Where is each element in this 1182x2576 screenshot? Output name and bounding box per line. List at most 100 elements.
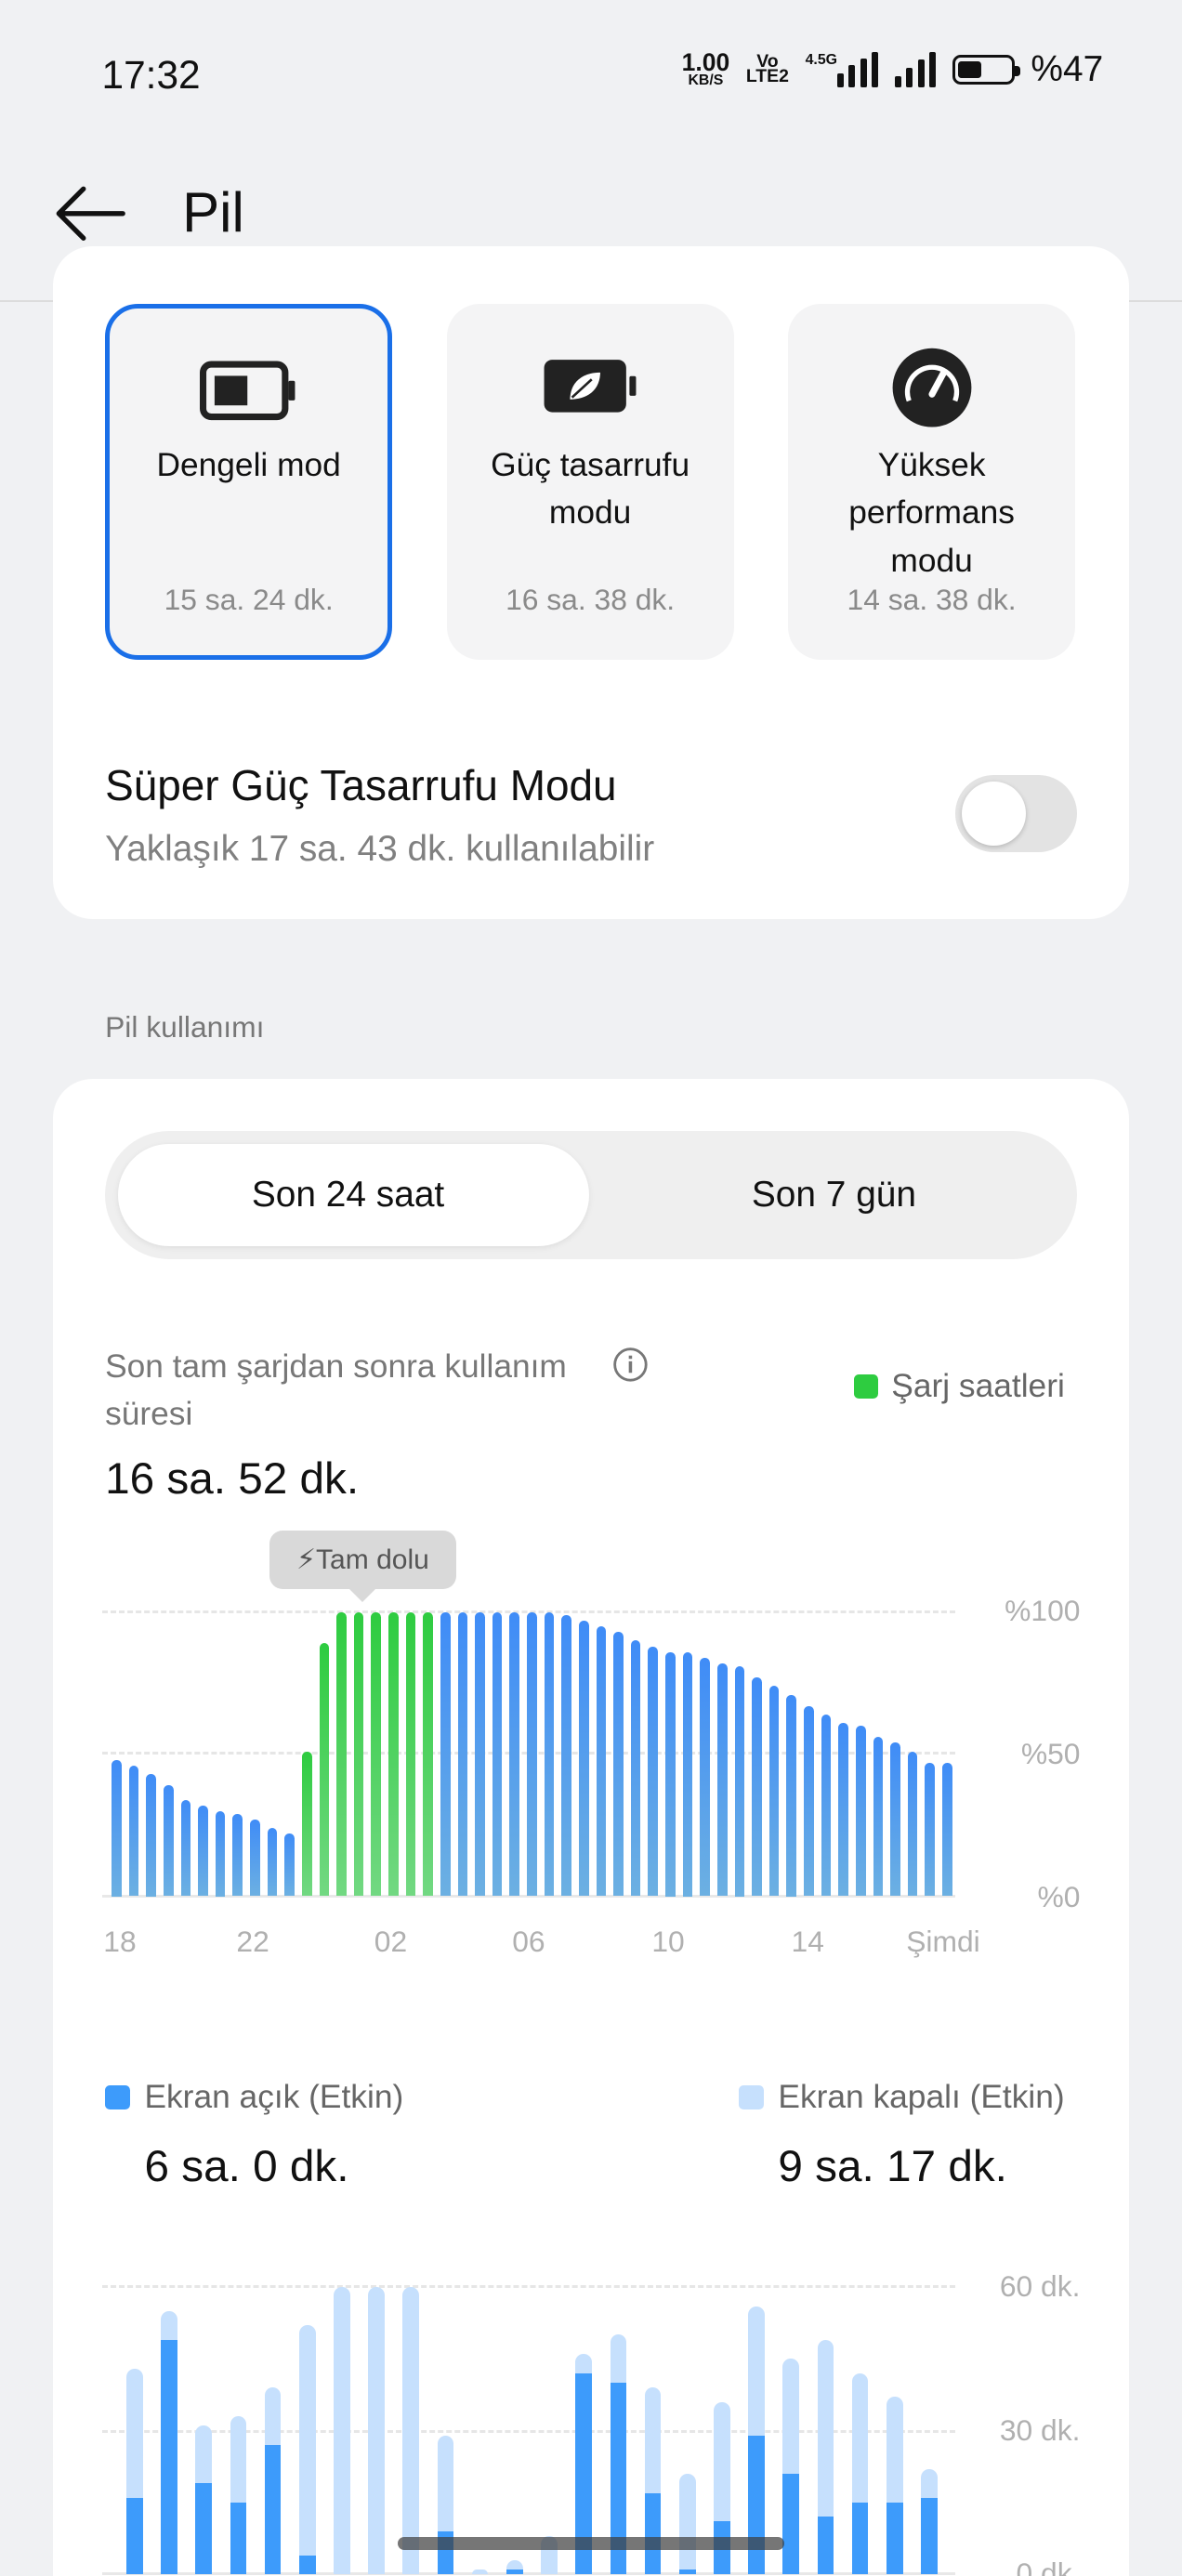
x-tick: Şimdi — [906, 1924, 980, 1958]
screen-on-bar[interactable] — [782, 2473, 800, 2575]
screen-off-bar[interactable] — [471, 2569, 489, 2575]
screen-on-bar[interactable] — [644, 2492, 662, 2575]
battery-bar[interactable] — [716, 1663, 728, 1897]
battery-bar[interactable] — [734, 1665, 745, 1897]
screen-on-bar[interactable] — [195, 2483, 213, 2575]
battery-bar[interactable] — [838, 1723, 848, 1897]
screen-on-bar[interactable] — [817, 2517, 834, 2575]
bolt-icon: ⚡︎ — [296, 1544, 317, 1575]
battery-bar[interactable] — [267, 1828, 278, 1897]
usage-value: 16 sa. 52 dk. — [105, 1453, 360, 1504]
battery-bar[interactable] — [786, 1694, 797, 1897]
battery-bar[interactable] — [648, 1646, 659, 1897]
charging-bar[interactable] — [405, 1611, 416, 1897]
battery-bar[interactable] — [180, 1799, 191, 1897]
battery-bar[interactable] — [527, 1611, 537, 1897]
battery-bar[interactable] — [457, 1611, 468, 1897]
tooltip-pointer — [349, 1589, 376, 1602]
battery-bar[interactable] — [578, 1621, 589, 1897]
leaf-battery-icon — [544, 359, 637, 413]
battery-bar[interactable] — [509, 1611, 520, 1897]
tab-24h[interactable]: Son 24 saat — [251, 1175, 445, 1216]
legend-charging-swatch — [853, 1373, 879, 1400]
battery-bar[interactable] — [630, 1640, 641, 1897]
home-indicator[interactable] — [397, 2536, 785, 2550]
battery-bar[interactable] — [855, 1726, 866, 1897]
screen-on-bar[interactable] — [126, 2497, 143, 2575]
battery-bar[interactable] — [890, 1742, 900, 1897]
mode-power-saving[interactable]: Güç tasarrufu modu 16 sa. 38 dk. — [446, 303, 734, 661]
screen-on-bar[interactable] — [748, 2435, 765, 2575]
charging-bar[interactable] — [353, 1611, 364, 1897]
signal-icon-2 — [894, 51, 936, 88]
screen-on-bar[interactable] — [575, 2372, 592, 2575]
battery-bar[interactable] — [613, 1632, 624, 1897]
screen-on-bar[interactable] — [161, 2339, 177, 2575]
status-time: 17:32 — [101, 52, 201, 97]
info-icon[interactable] — [612, 1347, 649, 1383]
screen-on-bar[interactable] — [610, 2383, 627, 2575]
tab-7d[interactable]: Son 7 gün — [751, 1175, 917, 1216]
battery-bar[interactable] — [492, 1611, 503, 1897]
battery-bar[interactable] — [475, 1611, 485, 1897]
y-tick: %0 — [1037, 1879, 1081, 1913]
charging-bar[interactable] — [371, 1611, 382, 1897]
x-tick: 18 — [103, 1924, 137, 1958]
charging-bar[interactable] — [336, 1611, 347, 1897]
battery-bar[interactable] — [198, 1805, 208, 1897]
battery-bar[interactable] — [925, 1762, 936, 1897]
battery-bar[interactable] — [232, 1813, 243, 1897]
battery-bar[interactable] — [164, 1785, 174, 1897]
super-saver-toggle[interactable] — [955, 774, 1077, 852]
battery-bar[interactable] — [128, 1765, 139, 1897]
x-tick: 06 — [512, 1924, 545, 1958]
battery-bar[interactable] — [665, 1651, 676, 1897]
battery-bar[interactable] — [682, 1651, 693, 1897]
screen-off-bar[interactable] — [298, 2325, 316, 2575]
screen-on-bar[interactable] — [264, 2445, 282, 2575]
usage-label: Son tam şarjdan sonra kullanım süresi — [105, 1348, 567, 1433]
charging-bar[interactable] — [423, 1611, 433, 1897]
screen-on-bar[interactable] — [298, 2555, 316, 2575]
charging-bar[interactable] — [301, 1751, 312, 1897]
battery-bar[interactable] — [112, 1759, 122, 1897]
gridline-100 — [101, 1610, 956, 1613]
battery-bar[interactable] — [284, 1833, 295, 1897]
screen-off-bar[interactable] — [402, 2286, 420, 2575]
battery-bar[interactable] — [596, 1626, 607, 1897]
battery-bar[interactable] — [752, 1677, 762, 1897]
battery-bar[interactable] — [561, 1614, 571, 1897]
arrow-left-icon[interactable] — [54, 184, 126, 243]
screen-on-bar[interactable] — [230, 2502, 247, 2575]
screen-on-bar[interactable] — [886, 2502, 903, 2575]
screen-off-bar[interactable] — [817, 2339, 834, 2575]
full-charge-tooltip: ⚡︎Tam dolu — [269, 1530, 457, 1590]
gridline-60 — [101, 2285, 956, 2288]
mode-high-performance[interactable]: Yüksek performans modu 14 sa. 38 dk. — [788, 303, 1076, 661]
screen-on-bar[interactable] — [851, 2502, 869, 2575]
battery-bar[interactable] — [250, 1819, 260, 1897]
x-tick: 14 — [791, 1924, 824, 1958]
battery-bar[interactable] — [804, 1705, 814, 1897]
battery-bar[interactable] — [907, 1751, 918, 1897]
screen-off-value: 9 sa. 17 dk. — [778, 2141, 1007, 2191]
screen-on-bar[interactable] — [678, 2569, 696, 2575]
page-title: Pil — [182, 181, 244, 244]
battery-bar[interactable] — [544, 1611, 555, 1897]
charging-bar[interactable] — [319, 1643, 330, 1897]
screen-off-bar[interactable] — [334, 2286, 350, 2575]
screen-off-bar[interactable] — [368, 2286, 385, 2575]
battery-bar[interactable] — [873, 1737, 884, 1897]
screen-on-bar[interactable] — [921, 2497, 938, 2575]
battery-bar[interactable] — [146, 1774, 156, 1897]
battery-bar[interactable] — [700, 1657, 710, 1897]
battery-bar[interactable] — [768, 1686, 780, 1897]
battery-bar[interactable] — [215, 1810, 226, 1897]
battery-bar[interactable] — [942, 1762, 952, 1897]
screen-off-bar[interactable] — [678, 2473, 696, 2575]
battery-bar[interactable] — [440, 1611, 451, 1897]
screen-on-bar[interactable] — [506, 2569, 523, 2575]
battery-bar[interactable] — [821, 1714, 832, 1897]
charging-bar[interactable] — [388, 1611, 399, 1897]
mode-balanced[interactable]: Dengeli mod 15 sa. 24 dk. — [105, 303, 393, 661]
